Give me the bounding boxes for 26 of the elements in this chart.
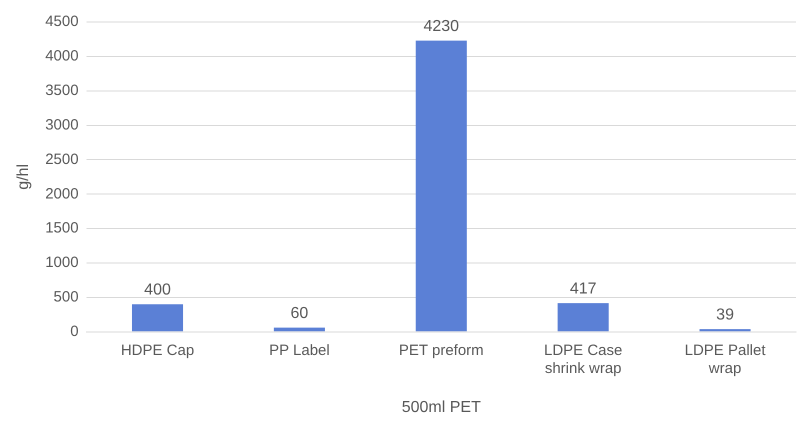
bar xyxy=(416,40,467,332)
data-label: 417 xyxy=(570,280,597,298)
y-tick-label: 4000 xyxy=(45,48,79,65)
y-tick-label: 1500 xyxy=(45,220,79,237)
y-tick-label: 500 xyxy=(54,288,79,306)
bar xyxy=(132,304,184,332)
x-tick-label: PET preform xyxy=(398,342,484,359)
y-tick-label: 3000 xyxy=(45,116,79,134)
x-tick-label: LDPE Pallet wrap xyxy=(684,342,766,377)
y-tick-label: 0 xyxy=(70,322,79,340)
x-axis-title: 500ml PET xyxy=(402,398,482,416)
x-tick-label: HDPE Cap xyxy=(120,342,194,359)
y-tick-label: 2000 xyxy=(45,185,79,202)
bar xyxy=(558,303,609,332)
y-tick-label: 4500 xyxy=(45,13,79,30)
x-tick-label: LDPE Case shrink wrap xyxy=(544,342,622,377)
data-label: 60 xyxy=(290,305,308,322)
y-tick-label: 1000 xyxy=(45,254,79,272)
data-label: 39 xyxy=(716,306,734,324)
data-label: 4230 xyxy=(423,18,460,35)
x-tick-label: PP Label xyxy=(269,342,330,359)
y-tick-label: 3500 xyxy=(45,82,79,99)
y-axis-title: g/hl xyxy=(15,164,32,190)
data-label: 400 xyxy=(144,282,171,299)
y-tick-label: 2500 xyxy=(45,150,79,168)
bar xyxy=(274,328,325,332)
